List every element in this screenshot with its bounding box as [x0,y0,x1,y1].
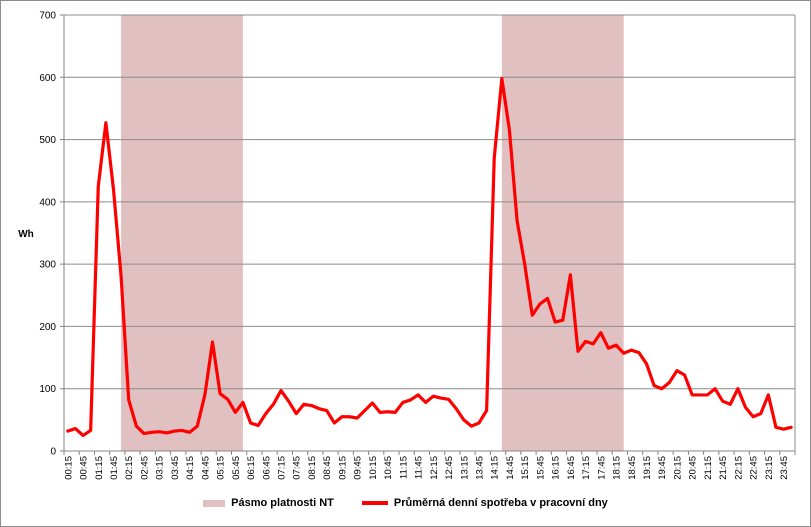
x-tick-label-0115: 01:15 [94,456,105,480]
y-tick-label-600: 600 [39,73,56,84]
x-tick-label-0815: 08:15 [307,456,318,480]
x-tick-label-0445: 04:45 [200,456,211,480]
x-tick-label-0645: 06:45 [261,456,272,480]
x-tick-label-1715: 17:15 [581,456,592,480]
legend: Pásmo platnosti NT Průměrná denní spotře… [0,494,811,512]
x-tick-label-1045: 10:45 [383,456,394,480]
x-tick-label-0545: 05:45 [231,456,242,480]
x-tick-label-1915: 19:15 [642,456,653,480]
x-tick-label-1545: 15:45 [535,456,546,480]
x-tick-label-0015: 00:15 [63,456,74,480]
x-tick-label-1645: 16:45 [566,456,577,480]
y-tick-label-100: 100 [39,384,56,395]
x-tick-label-1745: 17:45 [596,456,607,480]
y-tick-label-400: 400 [39,197,56,208]
series-line-0 [66,76,793,438]
nt-band-0 [121,15,243,451]
x-tick-label-1145: 11:45 [414,456,425,479]
legend-label-line: Průměrná denní spotřeba v pracovní dny [393,497,608,509]
x-tick-label-1515: 15:15 [520,456,531,480]
x-tick-label-0415: 04:15 [185,456,196,480]
x-tick-label-2215: 22:15 [733,456,744,480]
legend-swatch-band [203,499,226,507]
y-tick-label-700: 700 [39,11,56,22]
x-tick-label-0715: 07:15 [277,456,288,480]
x-tick-label-1445: 14:45 [505,456,516,480]
x-tick-label-0045: 00:45 [79,456,90,480]
nt-band-1 [501,15,624,451]
y-tick-label-200: 200 [39,322,56,333]
legend-item-nt-band: Pásmo platnosti NT [203,497,334,509]
x-tick-label-0945: 09:45 [353,456,364,480]
x-tick-label-0615: 06:15 [246,456,257,480]
x-tick-label-1845: 18:45 [627,456,638,480]
x-tick-label-2045: 20:45 [688,456,699,480]
x-tick-label-2015: 20:15 [672,456,683,480]
x-tick-label-1015: 10:15 [368,456,379,480]
x-tick-label-0345: 03:45 [170,456,181,480]
x-tick-label-0845: 08:45 [322,456,333,480]
x-tick-label-2315: 23:15 [764,456,775,480]
x-tick-label-2245: 22:45 [749,456,760,480]
y-tick-label-0: 0 [50,447,56,458]
y-axis-label: Wh [18,229,34,240]
x-tick-label-0915: 09:15 [337,456,348,480]
x-tick-label-2115: 21:15 [703,456,714,480]
y-tick-label-300: 300 [39,260,56,271]
x-tick-label-0745: 07:45 [292,456,303,480]
x-tick-label-1415: 14:15 [490,456,501,480]
x-tick-label-0515: 05:15 [216,456,227,480]
x-tick-label-1245: 12:45 [444,456,455,480]
x-tick-label-0215: 02:15 [124,456,135,480]
legend-label-band: Pásmo platnosti NT [231,497,334,509]
x-tick-label-0145: 01:45 [109,456,120,480]
x-tick-label-0315: 03:15 [155,456,166,480]
x-tick-label-1115: 11:15 [398,456,409,479]
x-tick-label-2145: 21:45 [718,456,729,480]
x-tick-label-1615: 16:15 [551,456,562,480]
x-tick-label-2345: 23:45 [779,456,790,480]
x-tick-label-0245: 02:45 [139,456,150,480]
legend-swatch-line [361,501,388,505]
x-tick-label-1815: 18:15 [612,456,623,480]
x-tick-label-1215: 12:15 [429,456,440,480]
x-tick-label-1945: 19:45 [657,456,668,480]
legend-item-consumption: Průměrná denní spotřeba v pracovní dny [361,497,608,509]
x-tick-label-1315: 13:15 [459,456,470,480]
x-tick-label-1345: 13:45 [474,456,485,480]
y-tick-label-500: 500 [39,135,56,146]
